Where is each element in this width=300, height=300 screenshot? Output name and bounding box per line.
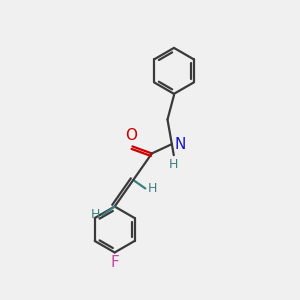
Text: H: H xyxy=(169,158,178,170)
Text: H: H xyxy=(91,208,100,221)
Text: N: N xyxy=(174,136,186,152)
Text: O: O xyxy=(125,128,137,143)
Text: H: H xyxy=(148,182,157,195)
Text: F: F xyxy=(110,255,119,270)
